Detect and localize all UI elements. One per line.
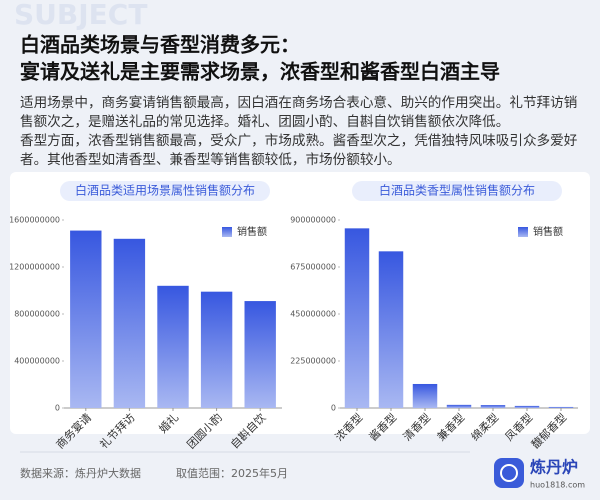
bar xyxy=(548,406,574,408)
chart-title-pill xyxy=(352,181,562,201)
bar xyxy=(514,405,540,408)
bar xyxy=(244,301,276,408)
y-tick-label: 0 xyxy=(55,404,60,413)
y-tick-label: 225000000 xyxy=(290,357,336,366)
y-tick-label: 800000000 xyxy=(14,310,60,319)
bar xyxy=(412,383,438,408)
y-tick-label: 1200000000 xyxy=(9,263,60,272)
logo-url: huo1818.com xyxy=(530,481,585,490)
range: 取值范围：2025年5月 xyxy=(176,466,288,480)
bar xyxy=(113,238,146,408)
title-line: 宴请及送礼是主要需求场景，浓香型和酱香型白酒主导 xyxy=(20,60,500,84)
legend-swatch xyxy=(222,227,232,237)
y-tick-label: 450000000 xyxy=(290,310,336,319)
bar xyxy=(344,228,370,408)
bar xyxy=(157,285,189,408)
bar xyxy=(480,405,506,408)
chart-title: 白酒品类适用场景属性销售额分布 xyxy=(75,183,255,198)
source: 数据来源：炼丹炉大数据 xyxy=(20,466,141,480)
bar xyxy=(70,230,102,408)
logo-name: 炼丹炉 xyxy=(530,458,578,477)
legend-label: 销售额 xyxy=(237,225,267,238)
chart-title-pill xyxy=(60,181,270,201)
bar xyxy=(378,251,404,408)
y-tick-label: 400000000 xyxy=(14,357,60,366)
legend-swatch xyxy=(518,227,528,237)
chart-title: 白酒品类香型属性销售额分布 xyxy=(379,183,535,198)
body-line: 适用场景中，商务宴请销售额最高，因白酒在商务场合表心意、助兴的作用突出。礼节拜访… xyxy=(20,94,577,111)
body-line: 售额次之，是赠送礼品的常见选择。婚礼、团圆小酌、自斟自饮销售额依次降低。 xyxy=(20,114,509,130)
body-line: 香型方面，浓香型销售额最高，受众广，市场成熟。酱香型次之，凭借独特风味吸引众多爱… xyxy=(20,132,578,149)
title-line: 白酒品类场景与香型消费多元： xyxy=(20,33,300,57)
chart-panel xyxy=(10,172,590,434)
bar xyxy=(200,291,233,408)
y-tick-label: 900000000 xyxy=(290,216,336,225)
y-tick-label: 1600000000 xyxy=(9,216,60,225)
body-line: 者。其他香型如清香型、兼香型等销售额较低，市场份额较小。 xyxy=(20,151,401,168)
y-tick-label: 0 xyxy=(331,404,336,413)
bar xyxy=(446,404,472,408)
watermark: SUBJECT xyxy=(14,0,147,31)
logo-mark xyxy=(500,464,518,482)
legend-label: 销售额 xyxy=(533,225,563,238)
logo-icon xyxy=(494,458,524,488)
y-tick-label: 675000000 xyxy=(290,263,336,272)
